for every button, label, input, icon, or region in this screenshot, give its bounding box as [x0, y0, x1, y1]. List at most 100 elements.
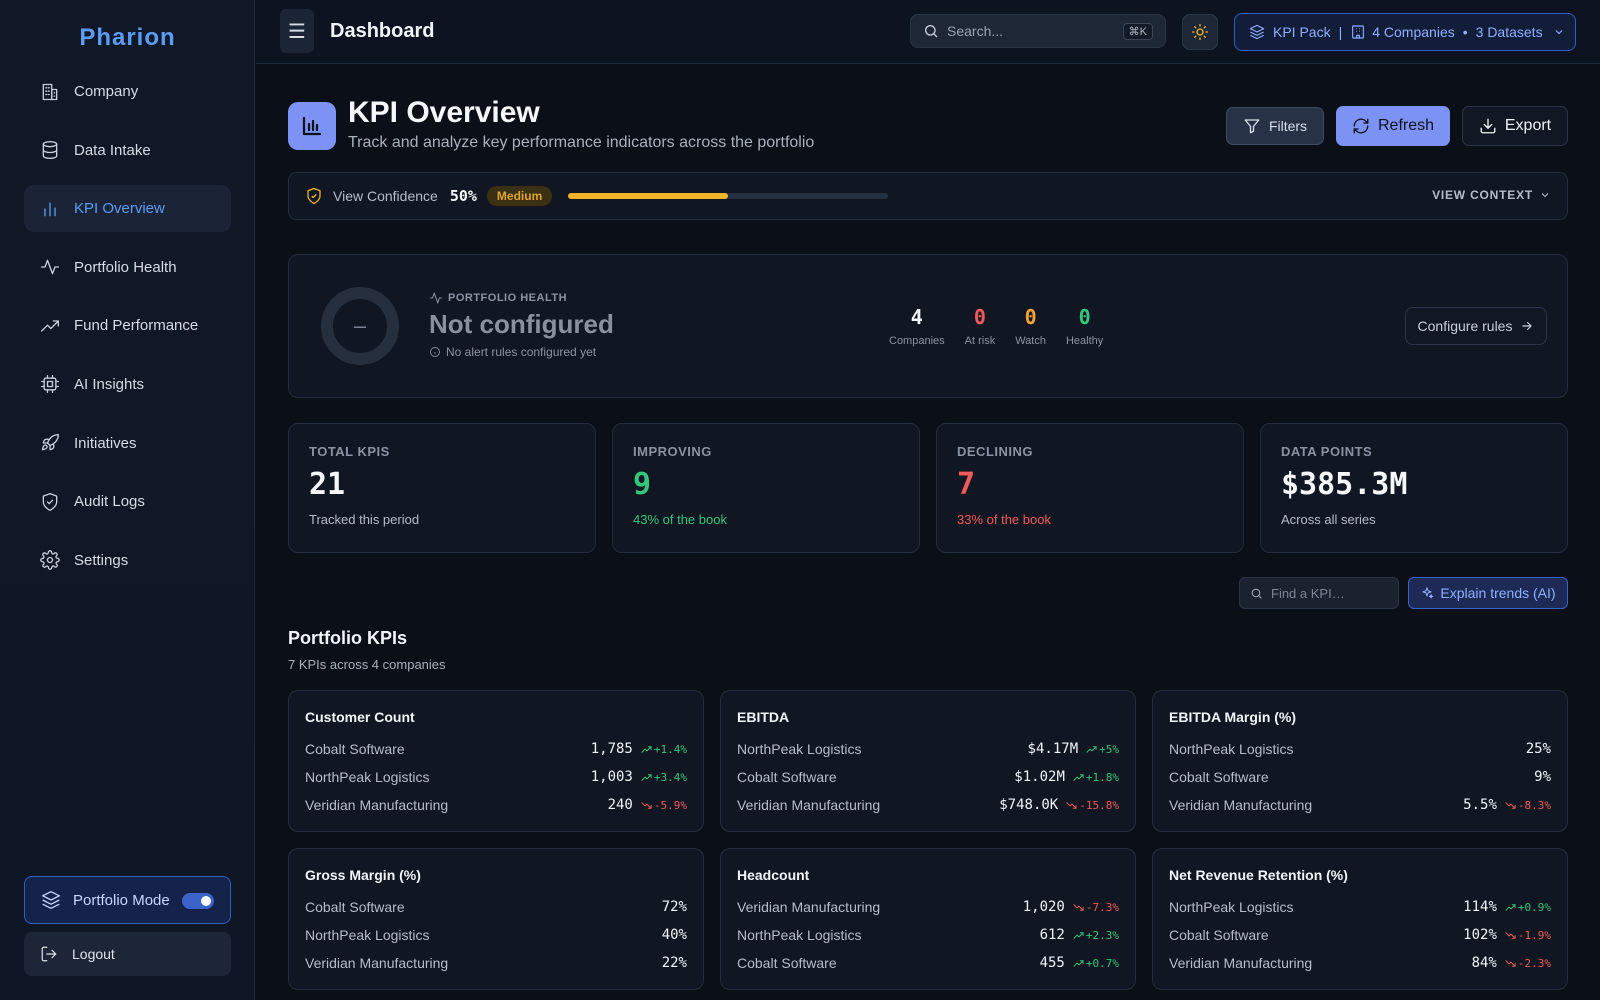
kpi-card[interactable]: EBITDA NorthPeak Logistics $4.17M +5% Cobalt…: [720, 690, 1136, 832]
kpi-value: 102%: [1463, 927, 1497, 943]
metric-key: TOTAL KPIS: [309, 444, 390, 459]
health-kicker-label: PORTFOLIO HEALTH: [448, 292, 568, 304]
kpi-value-group: 1,020 -7.3%: [1023, 899, 1119, 915]
explain-trends-button[interactable]: Explain trends (AI): [1408, 577, 1568, 609]
stat-label: Watch: [1015, 335, 1046, 347]
kpi-card[interactable]: Gross Margin (%) Cobalt Software 72% NorthP…: [288, 848, 704, 990]
kpi-row: Cobalt Software 72%: [305, 893, 687, 921]
trend-down-icon: [1505, 801, 1516, 809]
kpi-row: NorthPeak Logistics 25%: [1169, 735, 1551, 763]
trend-down-icon: [1505, 931, 1516, 939]
kpi-company: Veridian Manufacturing: [1169, 955, 1313, 971]
kpi-delta-value: +1.4%: [653, 742, 687, 756]
theme-toggle-button[interactable]: [1182, 14, 1218, 50]
kpi-card[interactable]: Customer Count Cobalt Software 1,785 +1.4% N…: [288, 690, 704, 832]
kpi-card[interactable]: Net Revenue Retention (%) NorthPeak Logis…: [1152, 848, 1568, 990]
kpi-delta-value: -1.9%: [1517, 928, 1551, 942]
search-icon: [925, 25, 938, 38]
info-icon: [430, 347, 440, 357]
view-context-toggle[interactable]: VIEW CONTEXT: [1432, 188, 1551, 202]
portfolio-mode-switch[interactable]: [182, 893, 214, 909]
trend-up-icon: [1073, 959, 1084, 967]
kpi-pack-companies: 4 Companies: [1372, 24, 1455, 40]
activity-icon: [430, 291, 442, 305]
sparkles-icon: [1422, 587, 1434, 599]
kpi-delta-value: +2.3%: [1085, 928, 1119, 942]
metric-value: $385.3M: [1281, 467, 1408, 502]
filters-button[interactable]: Filters: [1226, 107, 1324, 145]
sidebar-item-company[interactable]: Company: [24, 68, 231, 115]
kpi-value-group: 240 -5.9%: [608, 797, 687, 813]
sidebar-item-label: Company: [74, 83, 139, 100]
kpi-row: NorthPeak Logistics $4.17M +5%: [737, 735, 1119, 763]
stat-watch: 0 Watch: [1015, 305, 1046, 347]
kpi-delta: -5.9%: [641, 799, 687, 812]
kpi-value-group: 114% +0.9%: [1463, 899, 1551, 915]
refresh-button[interactable]: Refresh: [1336, 106, 1450, 146]
kpi-company: NorthPeak Logistics: [305, 769, 430, 785]
chevron-down-icon: [1555, 30, 1563, 35]
sidebar-item-audit-logs[interactable]: Audit Logs: [24, 478, 231, 525]
health-score-ring: –: [321, 287, 399, 365]
logout-button[interactable]: Logout: [24, 932, 231, 976]
search-icon: [1251, 588, 1262, 599]
logout-icon: [41, 946, 57, 962]
kpi-value: 114%: [1463, 899, 1497, 915]
sidebar-item-portfolio-health[interactable]: Portfolio Health: [24, 244, 231, 291]
sidebar-item-label: Initiatives: [74, 434, 137, 452]
kpi-card[interactable]: EBITDA Margin (%) NorthPeak Logistics 25% C…: [1152, 690, 1568, 832]
find-kpi-placeholder: Find a KPI…: [1271, 585, 1345, 601]
kpi-delta-value: +0.7%: [1085, 956, 1119, 970]
kpi-value-group: 5.5% -8.3%: [1463, 797, 1551, 813]
stat-value: 4: [910, 305, 923, 329]
kpi-card-title: EBITDA Margin (%): [1169, 709, 1297, 725]
kpi-pack-selector[interactable]: KPI Pack | 4 Companies • 3 Datasets: [1234, 13, 1576, 51]
metric-value: 9: [633, 467, 652, 502]
menu-toggle-button[interactable]: ☰: [280, 9, 314, 53]
kpi-delta-value: -7.3%: [1085, 900, 1119, 914]
layers-icon: [1249, 24, 1265, 40]
confidence-value: 50%: [449, 187, 477, 205]
sidebar-item-label: AI Insights: [74, 375, 145, 393]
portfolio-mode-toggle[interactable]: Portfolio Mode: [24, 876, 231, 924]
stat-value: 0: [1024, 305, 1037, 329]
sidebar-item-settings[interactable]: Settings: [24, 537, 231, 584]
health-note: No alert rules configured yet: [429, 345, 596, 359]
kpi-pack-label: KPI Pack: [1273, 24, 1331, 40]
layers-icon: [42, 891, 60, 909]
building-icon: [1352, 25, 1365, 39]
kpi-delta: -8.3%: [1505, 799, 1551, 812]
sidebar-item-label: KPI Overview: [74, 200, 165, 218]
metric-key: DATA POINTS: [1281, 444, 1373, 459]
brand-logo[interactable]: Pharion: [79, 24, 176, 51]
search-input[interactable]: Search... ⌘K: [910, 14, 1166, 48]
sidebar-item-kpi-overview[interactable]: KPI Overview: [24, 185, 231, 233]
sidebar-nav: Company Data Intake KPI Overview Portfol…: [24, 68, 231, 595]
sidebar-item-fund-performance[interactable]: Fund Performance: [24, 302, 231, 349]
sidebar-item-ai-insights[interactable]: AI Insights: [24, 361, 231, 408]
sidebar-item-initiatives[interactable]: Initiatives: [24, 420, 231, 467]
trend-up-icon: [1073, 931, 1084, 939]
kpi-card[interactable]: Headcount Veridian Manufacturing 1,020 -7.3…: [720, 848, 1136, 990]
stat-companies: 4 Companies: [889, 305, 945, 347]
kpi-value: 40%: [661, 927, 687, 943]
find-kpi-input[interactable]: Find a KPI…: [1239, 577, 1399, 609]
trend-down-icon: [1066, 801, 1077, 809]
refresh-icon: [1353, 118, 1369, 134]
trend-up-icon: [1073, 773, 1084, 781]
sidebar-item-label: Portfolio Health: [74, 258, 177, 276]
search-placeholder: Search...: [947, 23, 1004, 39]
export-button[interactable]: Export: [1462, 106, 1568, 146]
sidebar-item-data-intake[interactable]: Data Intake: [24, 127, 231, 174]
sun-icon: [1191, 23, 1209, 41]
kpi-value: 455: [1039, 955, 1065, 971]
gear-icon: [40, 550, 60, 571]
kpi-value: 9%: [1534, 769, 1551, 785]
trend-up-icon: [1086, 745, 1097, 753]
configure-rules-button[interactable]: Configure rules: [1405, 307, 1547, 345]
kpi-row: Veridian Manufacturing 1,020 -7.3%: [737, 893, 1119, 921]
kpi-value-group: 1,785 +1.4%: [591, 741, 687, 757]
kpi-row: Veridian Manufacturing $748.0K -15.8%: [737, 791, 1119, 819]
kpi-value: 1,003: [590, 769, 633, 785]
page-title-icon: [288, 102, 336, 150]
